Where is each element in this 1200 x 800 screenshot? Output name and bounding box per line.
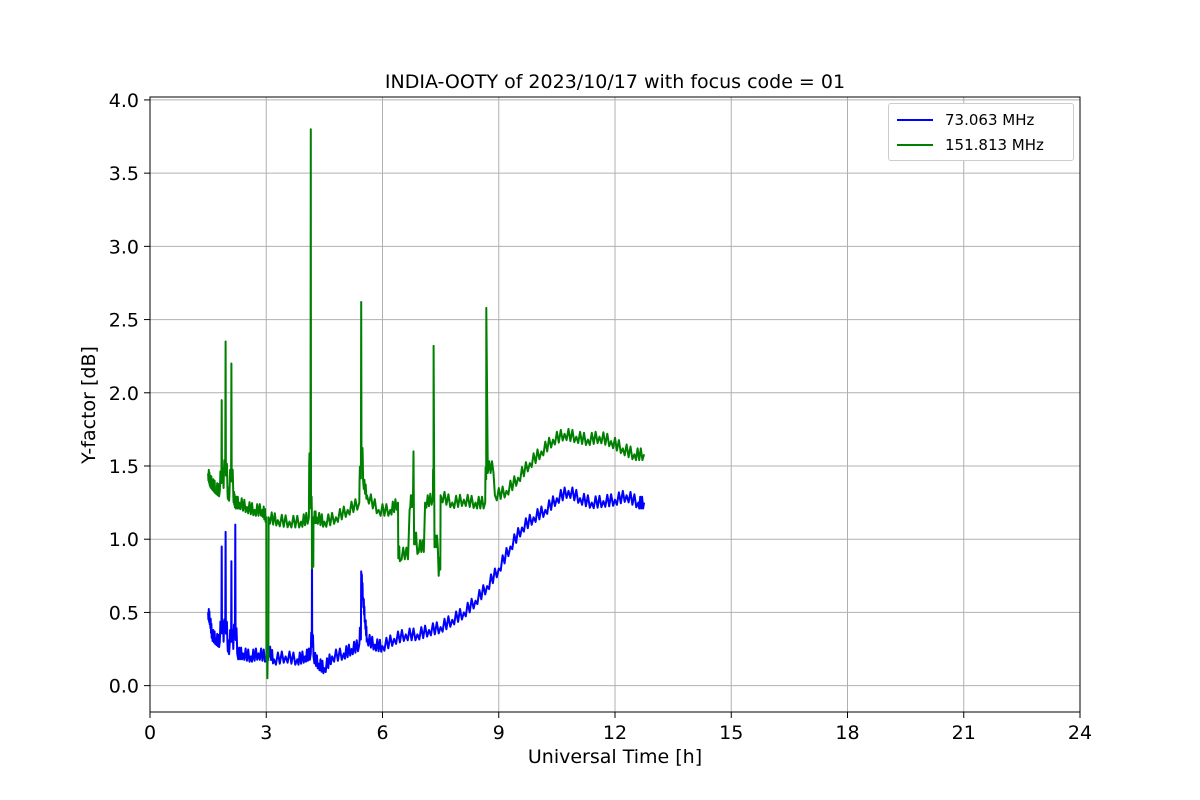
y-tick-label: 0.0 — [109, 676, 139, 698]
x-tick-label: 24 — [1068, 722, 1092, 744]
y-axis-label: Y-factor [dB] — [78, 346, 100, 465]
x-tick-label: 12 — [603, 722, 627, 744]
legend-swatch-green — [897, 144, 933, 146]
legend-label-73mhz: 73.063 MHz — [945, 111, 1035, 129]
x-tick-label: 15 — [719, 722, 743, 744]
series-line-73mhz — [207, 486, 646, 675]
x-tick-label: 21 — [952, 722, 976, 744]
y-tick-label: 3.5 — [109, 163, 139, 185]
x-tick-label: 3 — [260, 722, 272, 744]
y-tick-label: 1.0 — [109, 529, 139, 551]
legend-swatch-blue — [897, 119, 933, 121]
y-tick-label: 1.5 — [109, 456, 139, 478]
y-tick-label: 0.5 — [109, 602, 139, 624]
series-line-151mhz — [207, 128, 646, 680]
legend-label-151mhz: 151.813 MHz — [945, 136, 1044, 154]
y-tick-label: 2.0 — [109, 383, 139, 405]
x-tick-label: 9 — [493, 722, 505, 744]
legend-item-73mhz: 73.063 MHz — [897, 110, 1034, 130]
x-tick-label: 18 — [835, 722, 859, 744]
plot-area: 0 3 6 9 12 15 18 21 24 0.0 0.5 1.0 1.5 2.0 2.5 3.0 3.5 4.… — [109, 90, 1092, 744]
y-tick-label: 4.0 — [109, 90, 139, 112]
y-tick-label: 3.0 — [109, 236, 139, 258]
x-axis-label: Universal Time [h] — [528, 746, 702, 768]
x-tick-label: 0 — [144, 722, 156, 744]
legend: 73.063 MHz 151.813 MHz — [888, 103, 1074, 161]
y-tick-label: 2.5 — [109, 310, 139, 332]
chart-title: INDIA-OOTY of 2023/10/17 with focus code… — [385, 71, 845, 93]
legend-item-151mhz: 151.813 MHz — [897, 135, 1044, 155]
x-tick-label: 6 — [376, 722, 388, 744]
